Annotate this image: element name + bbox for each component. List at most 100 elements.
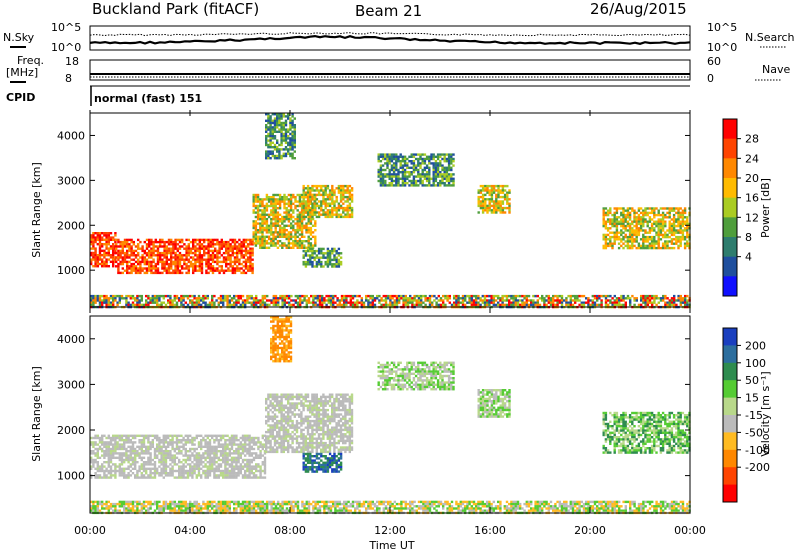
- power-cell: [627, 214, 629, 216]
- power-cell: [609, 221, 611, 223]
- station-title: Buckland Park (fitACF): [92, 0, 259, 18]
- power-cell: [442, 304, 444, 306]
- power-cell: [680, 240, 682, 242]
- velocity-cell: [132, 450, 134, 452]
- power-cell: [268, 227, 270, 229]
- power-cell: [500, 205, 502, 207]
- power-cell: [146, 243, 148, 245]
- power-cell: [141, 256, 143, 258]
- power-cell: [259, 240, 261, 242]
- power-cell: [185, 256, 187, 258]
- power-cell: [297, 229, 299, 231]
- power-cell: [303, 187, 305, 189]
- power-cell: [464, 295, 466, 297]
- power-cell: [294, 146, 296, 148]
- power-cell: [110, 245, 112, 247]
- power-cell: [426, 178, 428, 180]
- power-cell: [299, 304, 301, 306]
- power-cell: [413, 299, 415, 301]
- velocity-cell: [134, 476, 136, 478]
- velocity-cell: [147, 439, 149, 441]
- power-cell: [283, 115, 285, 117]
- power-cell: [386, 153, 388, 155]
- power-cell: [460, 297, 462, 299]
- power-cell: [275, 299, 277, 301]
- velocity-cell: [136, 472, 138, 474]
- power-cell: [232, 254, 234, 256]
- power-cell: [307, 192, 309, 194]
- velocity-cell: [196, 452, 198, 454]
- power-cell: [150, 272, 152, 274]
- power-cell: [285, 155, 287, 157]
- velocity-cell: [167, 446, 169, 448]
- power-cell: [411, 299, 413, 301]
- power-cell: [489, 203, 491, 205]
- power-cell: [309, 259, 311, 261]
- power-cell: [265, 153, 267, 155]
- power-cell: [236, 241, 238, 243]
- power-cell: [506, 295, 508, 297]
- power-cell: [244, 302, 246, 304]
- power-cell: [644, 238, 646, 240]
- power-cell: [155, 265, 157, 267]
- power-cell: [603, 225, 605, 227]
- power-cell: [187, 297, 189, 299]
- power-cell: [349, 192, 351, 194]
- velocity-cell: [103, 446, 105, 448]
- power-cell: [152, 265, 154, 267]
- power-cell: [581, 302, 583, 304]
- power-cell: [413, 180, 415, 182]
- power-cell: [677, 299, 679, 301]
- power-cell: [684, 247, 686, 249]
- power-cell: [177, 239, 179, 241]
- power-cell: [174, 248, 176, 250]
- power-cell: [471, 302, 473, 304]
- power-cell: [686, 302, 688, 304]
- power-cell: [262, 302, 264, 304]
- velocity-cell: [141, 448, 143, 450]
- power-cell: [290, 227, 292, 229]
- power-cell: [311, 185, 313, 187]
- velocity-cell: [121, 435, 123, 437]
- power-cell: [318, 216, 320, 218]
- power-cell: [171, 302, 173, 304]
- power-cell: [283, 220, 285, 222]
- power-cell: [495, 205, 497, 207]
- power-cell: [631, 221, 633, 223]
- power-cell: [266, 198, 268, 200]
- power-cell: [344, 192, 346, 194]
- power-cell: [420, 299, 422, 301]
- power-cell: [441, 164, 443, 166]
- power-cell: [259, 299, 261, 301]
- power-cell: [600, 302, 602, 304]
- power-cell: [343, 295, 345, 297]
- power-cell: [221, 267, 223, 269]
- power-cell: [192, 272, 194, 274]
- power-cell: [622, 299, 624, 301]
- power-cell: [491, 187, 493, 189]
- power-cell: [427, 297, 429, 299]
- power-cell: [174, 252, 176, 254]
- power-cell: [115, 252, 117, 254]
- power-cell: [283, 218, 285, 220]
- power-cell: [261, 218, 263, 220]
- power-cell: [504, 304, 506, 306]
- power-cell: [196, 265, 198, 267]
- power-cell: [618, 223, 620, 225]
- power-cell: [125, 297, 127, 299]
- velocity-cell: [138, 470, 140, 472]
- power-cell: [307, 254, 309, 256]
- power-cell: [340, 185, 342, 187]
- power-cell: [229, 261, 231, 263]
- power-cell: [170, 248, 172, 250]
- velocity-cell: [156, 468, 158, 470]
- power-cell: [439, 156, 441, 158]
- power-cell: [642, 229, 644, 231]
- power-cell: [655, 223, 657, 225]
- power-cell: [134, 297, 136, 299]
- power-cell: [261, 211, 263, 213]
- power-cell: [243, 245, 245, 247]
- power-cell: [245, 267, 247, 269]
- power-cell: [609, 240, 611, 242]
- velocity-cell: [110, 459, 112, 461]
